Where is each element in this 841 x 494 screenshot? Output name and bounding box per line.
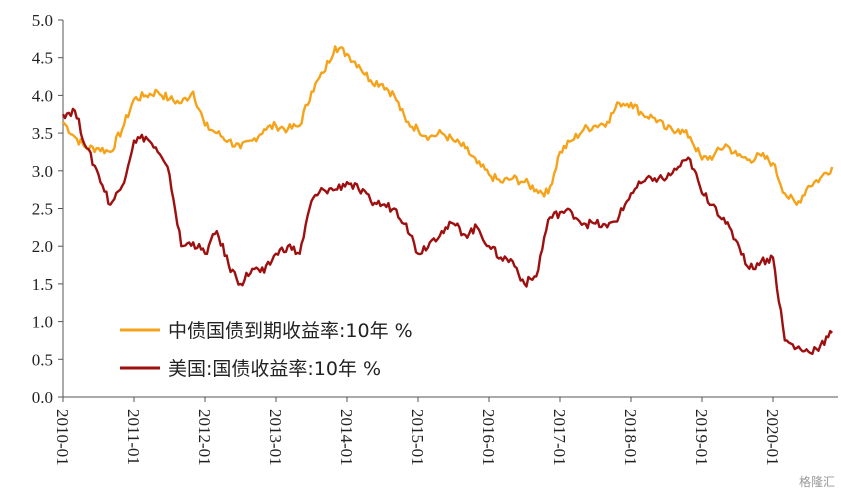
- x-tick-label: 2013-01: [266, 409, 285, 466]
- x-tick-label: 2016-01: [479, 409, 498, 466]
- legend-label-0: 中债国债到期收益率:10年 %: [168, 320, 413, 342]
- series-line-1: [61, 107, 834, 355]
- y-tick-label: 4.0: [32, 86, 53, 105]
- y-tick-label: 1.0: [32, 313, 53, 332]
- y-tick-label: 2.0: [32, 237, 53, 256]
- series-layer: [61, 45, 834, 355]
- x-tick-label: 2010-01: [53, 409, 72, 466]
- x-tick-label: 2014-01: [337, 409, 356, 466]
- watermark: 格隆汇: [798, 475, 835, 489]
- x-tick-label: 2017-01: [550, 409, 569, 466]
- y-tick-label: 0.5: [32, 350, 53, 369]
- x-tick-label: 2018-01: [621, 409, 640, 466]
- y-tick-label: 1.5: [32, 275, 53, 294]
- x-tick-label: 2015-01: [408, 409, 427, 466]
- y-tick-label: 4.5: [32, 49, 53, 68]
- x-axis: 2010-01 2011-01 2012-01 2013-01 2014-01 2015-…: [53, 396, 838, 466]
- y-axis: 0.0 0.5 1.0 1.5 2.0 2.5 3.0 3.5 4.0 4.5 5.0: [32, 11, 64, 407]
- x-tick-label: 2012-01: [195, 409, 214, 466]
- legend: 中债国债到期收益率:10年 % 美国:国债收益率:10年 %: [120, 320, 413, 380]
- y-tick-label: 5.0: [32, 11, 53, 30]
- y-tick-label: 0.0: [32, 388, 53, 407]
- y-tick-label: 3.0: [32, 162, 53, 181]
- x-tick-label: 2019-01: [692, 409, 711, 466]
- y-tick-label: 2.5: [32, 200, 53, 219]
- series-line-0: [62, 45, 834, 206]
- y-tick-label: 3.5: [32, 124, 53, 143]
- x-tick-label: 2011-01: [124, 409, 143, 465]
- x-tick-label: 2020-01: [763, 409, 782, 466]
- legend-label-1: 美国:国债收益率:10年 %: [168, 358, 381, 380]
